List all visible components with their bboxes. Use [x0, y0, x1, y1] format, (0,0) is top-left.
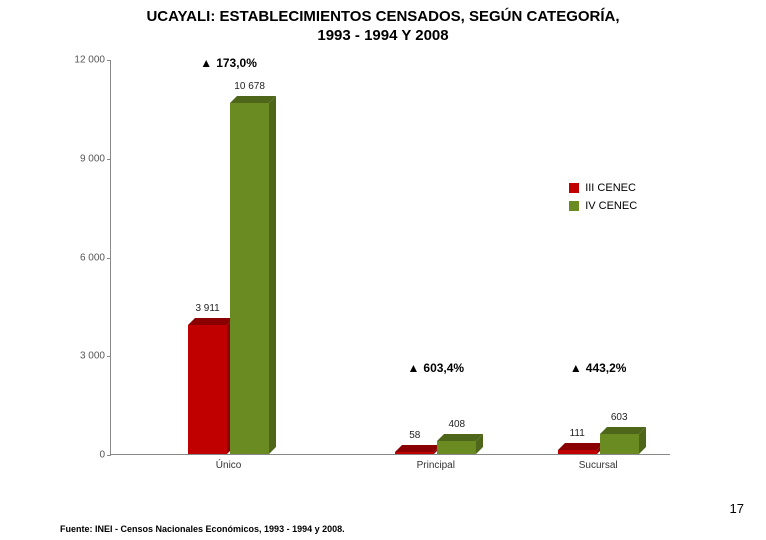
y-tick-mark [107, 258, 111, 259]
chart-title: UCAYALI: ESTABLECIMIENTOS CENSADOS, SEGÚ… [0, 0, 766, 50]
legend: III CENEC IV CENEC [569, 182, 637, 218]
title-line-1: UCAYALI: ESTABLECIMIENTOS CENSADOS, SEGÚ… [40, 8, 726, 27]
x-category-label: Principal [417, 454, 455, 471]
bar-value-label: 3 911 [195, 303, 219, 316]
bar-value-label: 408 [448, 419, 465, 432]
legend-label: IV CENEC [585, 200, 637, 212]
y-tick-mark [107, 60, 111, 61]
growth-percent: 603,4% [423, 361, 464, 375]
triangle-up-icon: ▲ [200, 56, 212, 70]
bar-value-label: 111 [570, 428, 585, 441]
legend-item: III CENEC [569, 182, 637, 194]
legend-label: III CENEC [585, 182, 636, 194]
y-tick-mark [107, 455, 111, 456]
bar-value-label: 10 678 [234, 81, 265, 94]
y-tick-mark [107, 159, 111, 160]
bar: 58 [395, 452, 434, 454]
bar: 111 [558, 450, 597, 454]
triangle-up-icon: ▲ [408, 361, 420, 375]
legend-swatch [569, 183, 579, 193]
growth-percent: 173,0% [216, 56, 257, 70]
bar: 10 678 [230, 103, 269, 454]
bar: 603 [600, 434, 639, 454]
chart-area: 03 0006 0009 00012 000ÚnicoPrincipalSucu… [60, 60, 700, 480]
bar-value-label: 58 [409, 430, 420, 443]
plot-area: 03 0006 0009 00012 000ÚnicoPrincipalSucu… [110, 60, 670, 455]
growth-annotation: ▲ 173,0% [200, 56, 257, 70]
growth-percent: 443,2% [586, 361, 627, 375]
growth-annotation: ▲603,4% [408, 361, 465, 375]
legend-item: IV CENEC [569, 200, 637, 212]
bar: 3 911 [188, 325, 227, 454]
x-category-label: Sucursal [579, 454, 618, 471]
title-line-2: 1993 - 1994 Y 2008 [40, 27, 726, 46]
page-number: 17 [730, 501, 744, 516]
bar: 408 [437, 441, 476, 454]
bar-side-face [269, 96, 276, 454]
x-category-label: Único [216, 454, 242, 471]
y-tick-mark [107, 356, 111, 357]
y-tick-label: 12 000 [74, 55, 111, 66]
growth-annotation: ▲ 443,2% [570, 361, 627, 375]
source-footnote: Fuente: INEI - Censos Nacionales Económi… [60, 524, 345, 534]
bar-value-label: 603 [611, 412, 628, 425]
triangle-up-icon: ▲ [570, 361, 582, 375]
legend-swatch [569, 201, 579, 211]
